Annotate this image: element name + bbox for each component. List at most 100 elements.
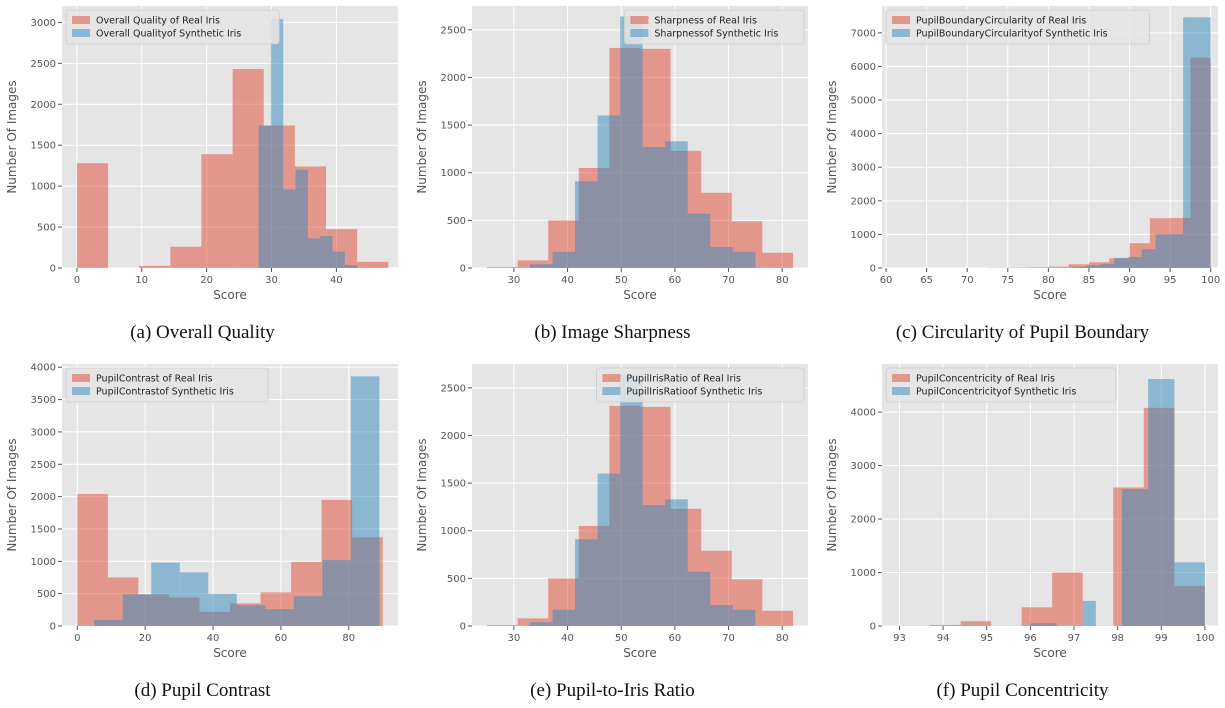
legend: PupilContrast of Real Iris PupilContrasto… [65,367,269,403]
caption-pupil-contrast: (d) Pupil Contrast [134,680,271,701]
legend-entry: PupilContrast of Real Iris [96,374,213,385]
y-tick-label: 2000 [441,73,466,84]
legend: PupilConcentricity of Real Iris PupilConc… [885,367,1117,403]
synthetic-iris-bar [710,605,733,626]
y-tick-label: 1000 [851,568,876,579]
panel-pupil-contrast: 0 20 40 60 80 0 500 1000 1500 2000 2500 3000 3500 400… [0,358,405,708]
legend-box [623,9,805,45]
synthetic-iris-bar [552,251,576,268]
synthetic-iris-bar [1100,263,1115,268]
x-tick-label: 80 [776,633,789,644]
y-tick-label: 0 [870,622,876,633]
histogram-image-sharpness: 30 40 50 60 70 80 0 500 1000 1500 2000 2500 Score Num… [415,6,808,302]
x-tick-label: 60 [669,275,682,286]
synthetic-iris-bar [350,376,380,626]
synthetic-iris-bar [344,265,358,268]
y-tick-label: 2500 [441,25,466,36]
y-tick-label: 4000 [31,363,56,374]
y-tick-label: 1000 [441,526,466,537]
x-tick-label: 80 [1042,275,1055,286]
legend-entry: PupilIrisRatioof Synthetic Iris [626,387,762,398]
legend: PupilBoundaryCircularity of Real Iris Pup… [885,9,1151,45]
legend-entry: Overall Quality of Real Iris [96,16,220,27]
x-tick-label: 20 [139,633,152,644]
synthetic-iris-bar [1196,17,1211,268]
x-tick-label: 100 [1201,275,1220,286]
synthetic-iris-bar [151,562,180,626]
legend-swatch [892,29,910,37]
synthetic-iris-bar [1072,266,1087,268]
y-tick-label: 1000 [31,557,56,568]
y-axis-label: Number Of Images [5,438,19,551]
synthetic-iris-bar [687,571,711,626]
legend: Overall Quality of Real Iris Overall Qual… [65,9,280,45]
y-tick-label: 2000 [441,431,466,442]
y-tick-label: 2500 [441,383,466,394]
legend-swatch [630,16,649,24]
x-tick-label: 0 [74,633,80,644]
legend-swatch [892,387,910,395]
synthetic-iris-bar [732,609,756,626]
synthetic-iris-bar [552,609,576,626]
legend-swatch [72,16,90,24]
x-axis-label: Score [1033,646,1067,660]
legend-box [885,9,1151,45]
y-tick-label: 4000 [851,129,876,140]
legend-swatch [892,374,910,382]
y-tick-label: 3000 [851,461,876,472]
x-tick-label: 20 [200,275,213,286]
synthetic-iris-bar [236,605,266,626]
synthetic-iris-bar [529,264,553,268]
histogram-pupil-concentricity: 93 94 95 96 97 98 99 10001000200030004000ScoreN… [825,364,1218,660]
legend-swatch [630,29,649,37]
real-iris-bar [1052,572,1083,626]
y-tick-label: 7000 [851,28,876,39]
synthetic-iris-bar [1148,378,1175,626]
y-tick-label: 3000 [851,163,876,174]
legend-box [595,367,805,403]
synthetic-iris-bar [642,147,666,268]
x-tick-label: 100 [1195,633,1214,644]
real-iris-bar [487,267,518,268]
legend: PupilIrisRatio of Real Iris PupilIrisRati… [595,367,805,403]
synthetic-iris-bar [320,236,333,268]
synthetic-iris-bar [575,539,598,626]
x-tick-label: 30 [507,633,520,644]
synthetic-iris-bar [1155,234,1170,268]
synthetic-iris-bar [1141,249,1156,268]
synthetic-iris-bar [665,499,688,626]
x-axis-label: Score [623,288,657,302]
x-tick-label: 98 [1111,633,1124,644]
histogram-pupil-contrast: 0 20 40 60 80 0 500 1000 1500 2000 2500 3000 3500 400… [5,363,398,660]
y-axis-label: Number Of Images [825,438,839,551]
panel-circularity: 60 65 70 75 80 85 90 95 100 0 1000 2000 3000 4000 5000… [820,0,1225,350]
synthetic-iris-bar [1174,562,1205,626]
synthetic-iris-bar [332,251,345,268]
real-iris-bar [1068,264,1089,268]
legend-entry: PupilBoundaryCircularity of Real Iris [916,16,1086,27]
histogram-overall-quality: 0 10 20 30 40 0 500 1000 1500 2000 2500 3000 Score Nu… [5,6,398,302]
synthetic-iris-bar [620,374,643,626]
y-tick-label: 500 [37,223,56,234]
y-tick-label: 5000 [851,96,876,107]
x-tick-label: 70 [722,633,735,644]
real-iris-bar [960,621,992,626]
x-tick-label: 95 [980,633,993,644]
synthetic-iris-bar [642,505,666,626]
y-axis-label: Number Of Images [415,438,429,551]
x-tick-label: 30 [265,275,278,286]
synthetic-iris-bar [1086,265,1101,268]
y-tick-label: 1500 [441,479,466,490]
y-tick-label: 1500 [441,121,466,132]
legend-swatch [72,29,90,37]
x-tick-label: 97 [1068,633,1081,644]
synthetic-iris-bar [270,19,284,268]
x-tick-label: 60 [669,633,682,644]
caption-circularity: (c) Circularity of Pupil Boundary [895,322,1150,343]
x-tick-label: 99 [1155,633,1168,644]
caption-pupil-concentricity: (f) Pupil Concentricity [936,680,1109,701]
y-tick-label: 6000 [851,62,876,73]
y-axis-label: Number Of Images [415,80,429,193]
legend-box [65,367,269,403]
x-tick-label: 40 [330,275,343,286]
